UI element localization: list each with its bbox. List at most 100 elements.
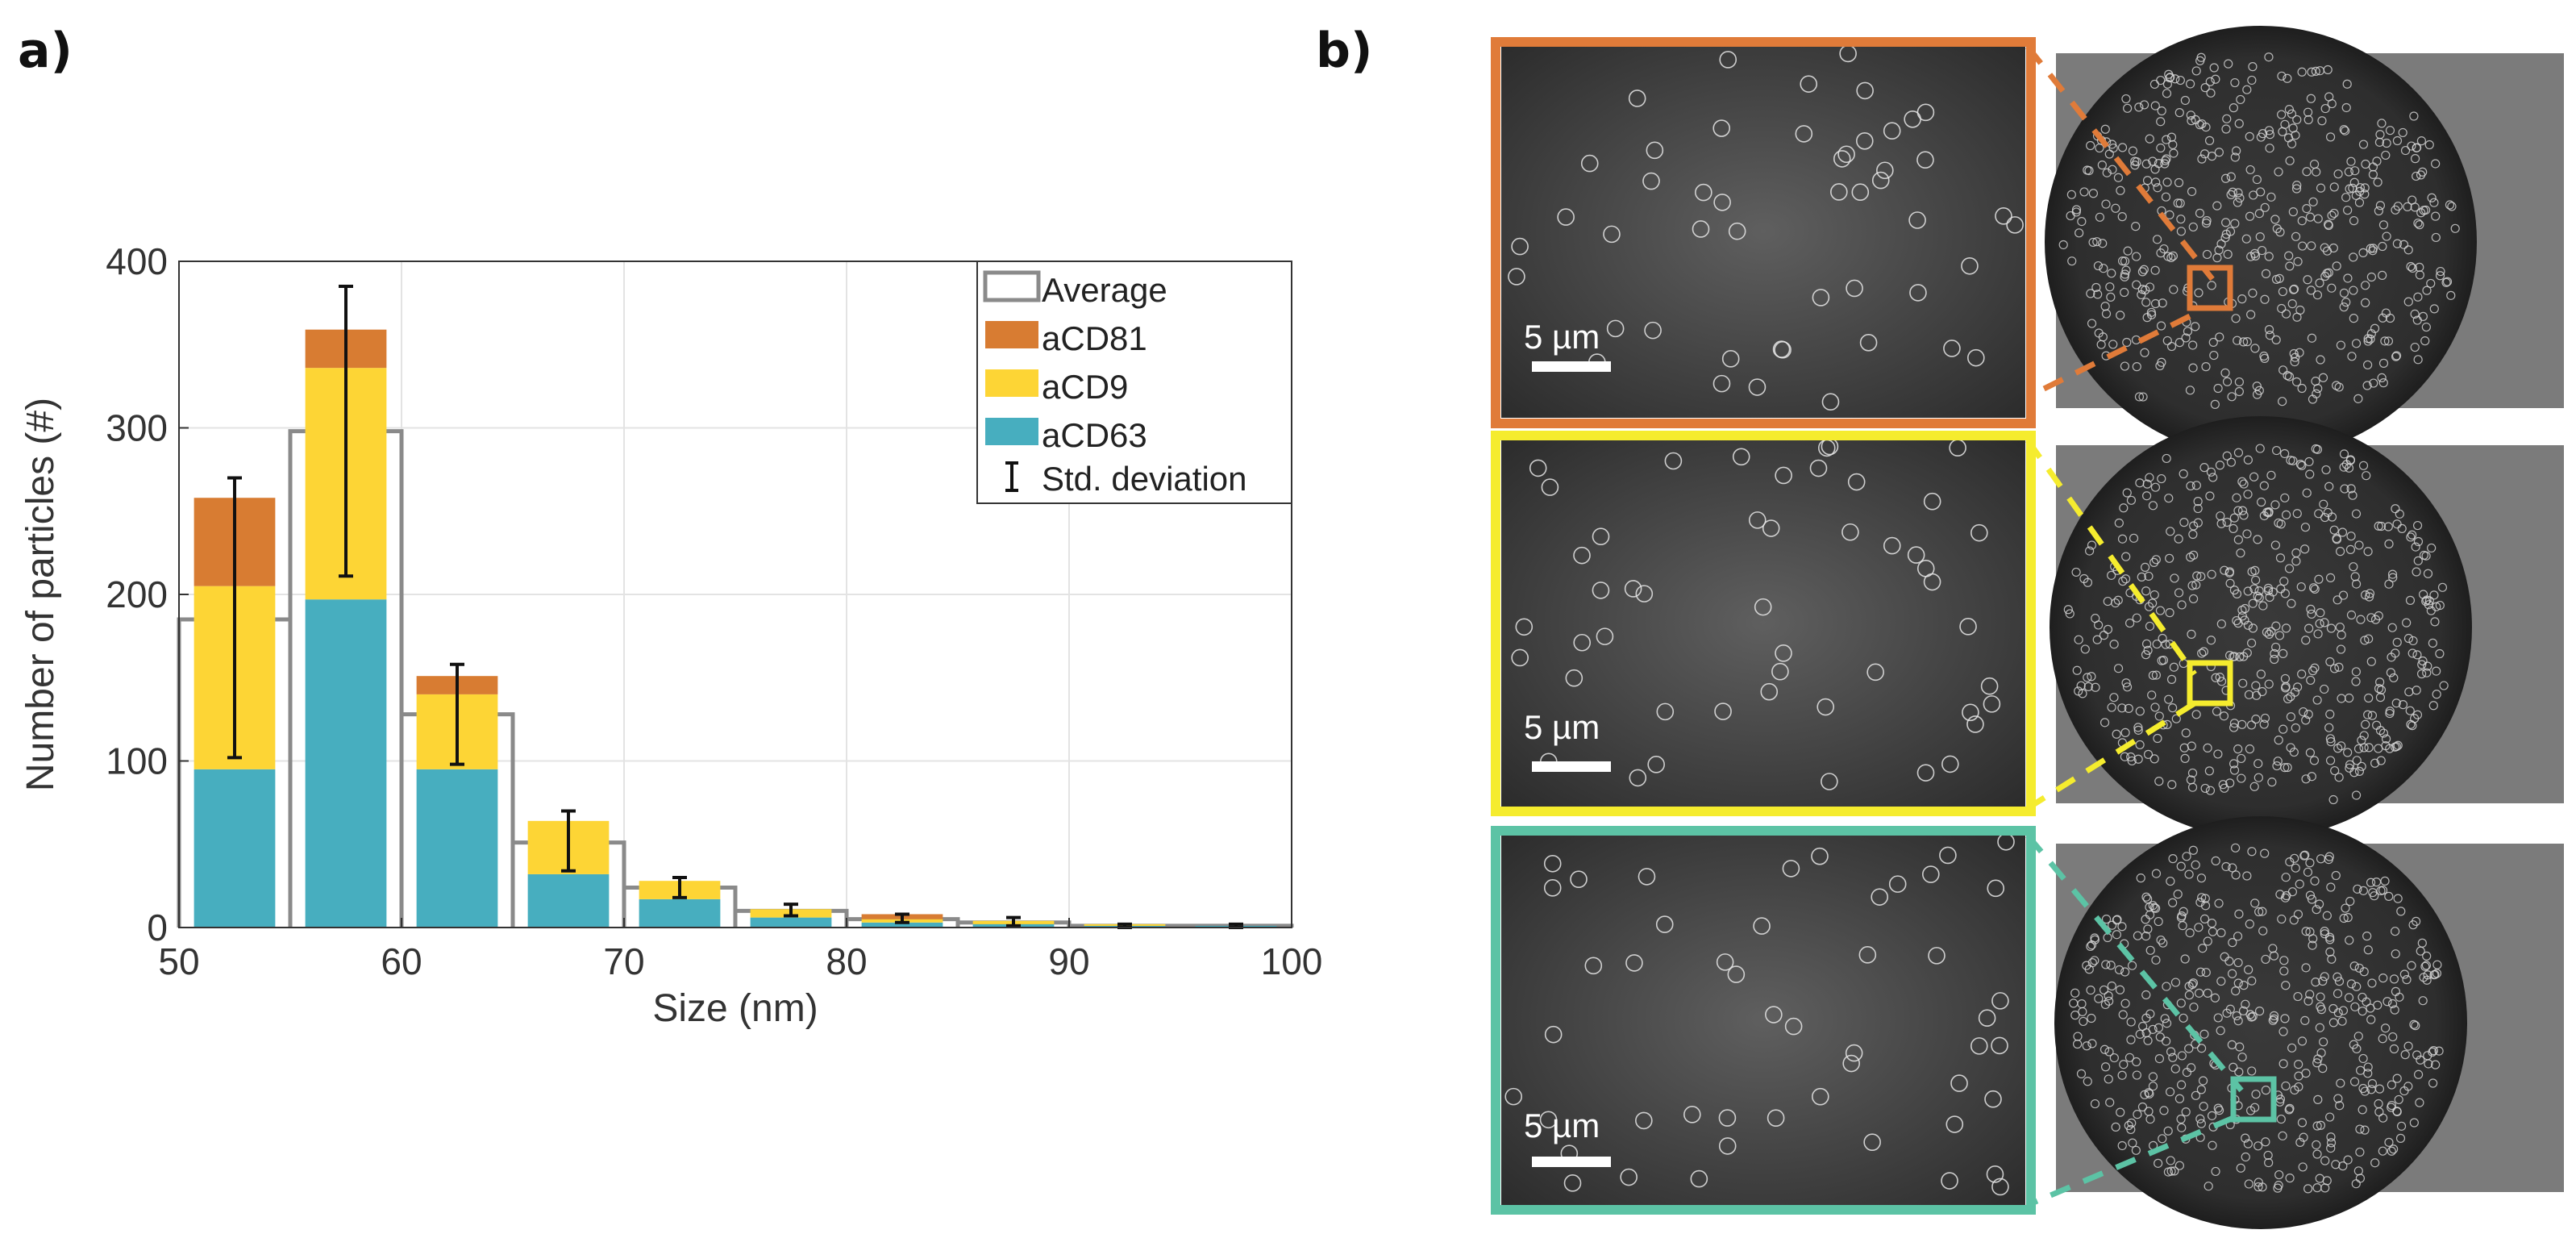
- chip-particle: [2151, 555, 2161, 565]
- chip-particle: [2170, 1064, 2180, 1073]
- chip-particle: [2196, 1085, 2206, 1094]
- chip-particle: [2298, 1162, 2308, 1172]
- particle-marker: [1541, 478, 1559, 496]
- chip-particle: [2301, 715, 2311, 725]
- chip-particle: [2100, 1062, 2111, 1072]
- chip-particle: [2233, 506, 2243, 515]
- chip-particle: [2435, 271, 2445, 281]
- chip-particle: [2177, 1123, 2187, 1132]
- chip-particle: [2305, 748, 2316, 757]
- chip-particle: [2148, 501, 2158, 511]
- chip-particle: [2280, 493, 2290, 502]
- x-tick-label: 70: [603, 940, 644, 982]
- chip-particle: [2278, 1059, 2288, 1069]
- chip-particle: [2220, 173, 2231, 183]
- chip-particle: [2240, 615, 2249, 625]
- particle-marker: [1821, 773, 1838, 790]
- chip-particle: [2180, 95, 2190, 106]
- chip-particle: [2301, 1069, 2311, 1078]
- chip-particle: [2317, 116, 2327, 126]
- chip-particle: [2235, 652, 2245, 662]
- chip-particle: [2245, 1010, 2255, 1019]
- chip-particle: [2381, 741, 2391, 751]
- chip-particle: [2107, 570, 2116, 580]
- chip-particle: [2087, 1039, 2097, 1048]
- chip-particle: [2319, 1037, 2328, 1047]
- chip-particle: [2290, 1085, 2299, 1095]
- chip-particle: [2066, 211, 2075, 221]
- chip-particle: [2162, 177, 2172, 187]
- chip-particle: [2205, 491, 2215, 501]
- error-bar-77.5: [784, 903, 798, 918]
- chip-particle: [2132, 613, 2141, 623]
- chip-particle: [2324, 219, 2333, 229]
- chip-particle: [2087, 540, 2097, 550]
- chip-particle: [2297, 461, 2307, 470]
- legend-label-acd81: aCD81: [1042, 319, 1147, 357]
- chip-particle: [2170, 74, 2180, 84]
- chip-particle: [2288, 456, 2298, 465]
- chip-particle: [2380, 336, 2390, 346]
- particle-marker: [1966, 348, 1985, 367]
- chip-particle: [2370, 615, 2381, 624]
- chip-particle: [2173, 890, 2183, 899]
- chip-particle: [2160, 159, 2170, 169]
- chip-particle: [2410, 154, 2420, 164]
- chip-particle: [2336, 644, 2346, 654]
- chip-particle: [2276, 584, 2286, 594]
- particle-marker: [1712, 374, 1731, 393]
- chip-particle: [2410, 342, 2420, 352]
- chip-particle: [2184, 1044, 2194, 1053]
- particle-marker: [1863, 1133, 1881, 1151]
- chip-particle: [2166, 674, 2177, 684]
- chip-particle: [2355, 1124, 2365, 1134]
- chip-particle: [2354, 198, 2365, 207]
- chip-particle: [2159, 244, 2169, 254]
- chip-particle: [2349, 286, 2358, 295]
- chip-particle: [2399, 240, 2409, 249]
- chip-particle: [2100, 1044, 2110, 1054]
- particle-marker: [1718, 1137, 1737, 1155]
- chip-particle: [2225, 578, 2235, 588]
- particle-marker: [1916, 764, 1935, 782]
- error-bar-87.5: [1006, 915, 1021, 928]
- chip-particle: [2253, 759, 2263, 769]
- chip-particle: [2358, 461, 2369, 470]
- chip-particle: [2326, 737, 2336, 747]
- chip-particle: [2356, 615, 2366, 624]
- chip-particle: [2277, 71, 2287, 81]
- chip-particle: [2375, 201, 2386, 211]
- chip-particle: [2305, 990, 2315, 999]
- chip-particle: [2150, 702, 2160, 712]
- chip-particle: [2378, 241, 2387, 252]
- legend-swatch-acd63: [985, 418, 1038, 445]
- chip-particle: [2092, 635, 2102, 644]
- chip-particle: [2298, 241, 2308, 251]
- chip-particle: [2165, 73, 2174, 83]
- chip-particle: [2359, 731, 2369, 740]
- chip-particle: [2199, 914, 2210, 924]
- chip-particle: [2075, 228, 2084, 238]
- particle-marker: [1529, 459, 1547, 477]
- chip-particle: [2197, 648, 2207, 658]
- chip-particle: [2264, 252, 2274, 261]
- chip-particle: [2096, 340, 2106, 349]
- chip-particle: [2411, 542, 2420, 552]
- scale-bar-label: 5 µm: [1524, 318, 1600, 356]
- particle-marker: [1916, 103, 1935, 122]
- chip-particle: [2294, 1060, 2303, 1069]
- chip-particle: [2276, 519, 2286, 529]
- chip-particle: [2140, 348, 2149, 357]
- chip-particle: [2392, 239, 2402, 248]
- chip-particle: [2243, 455, 2253, 465]
- particle-marker: [1775, 466, 1792, 485]
- chip-particle: [2271, 335, 2281, 344]
- particle-marker: [1573, 546, 1591, 565]
- chip-particle: [2168, 140, 2178, 150]
- chip-particle: [2284, 372, 2295, 381]
- chip-particle: [2265, 130, 2275, 140]
- chip-particle: [2195, 208, 2205, 218]
- chip-particle: [2237, 506, 2248, 515]
- chip-particle: [2200, 83, 2210, 93]
- chip-particle: [2152, 235, 2162, 244]
